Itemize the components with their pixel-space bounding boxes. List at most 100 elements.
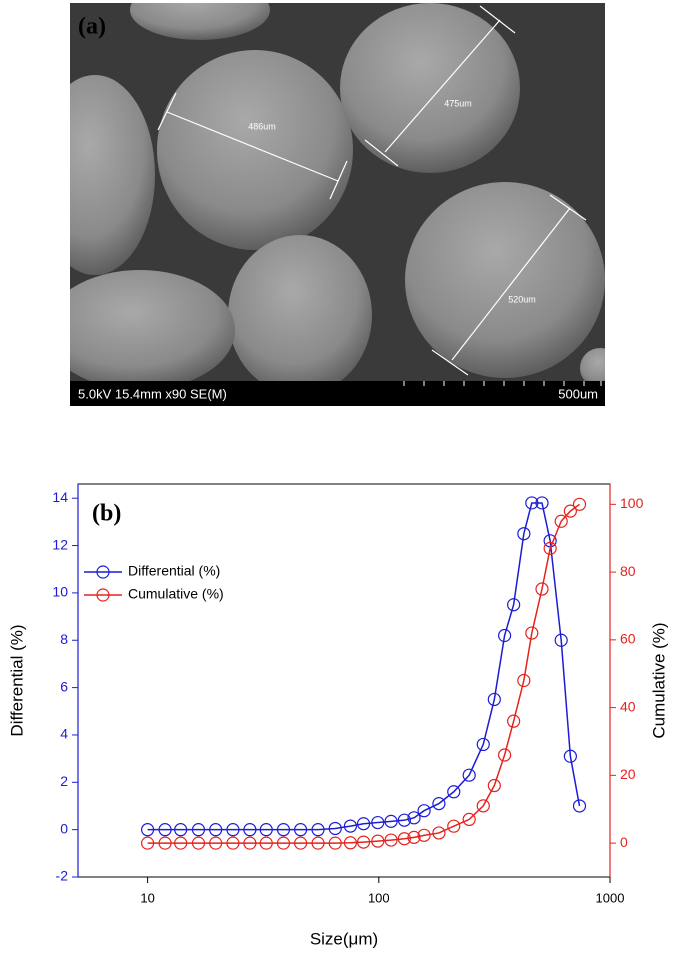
point bbox=[140, 823, 155, 837]
x-tick-label: 1000 bbox=[596, 890, 625, 905]
series-line bbox=[147, 502, 581, 831]
point bbox=[497, 628, 512, 643]
measurement-label: 486um bbox=[248, 121, 276, 131]
point bbox=[397, 832, 411, 846]
measurement-label: 475um bbox=[444, 98, 472, 108]
y2-tick-label: 40 bbox=[620, 698, 636, 714]
point bbox=[572, 497, 587, 511]
point bbox=[276, 836, 291, 850]
particle bbox=[157, 50, 353, 250]
point bbox=[407, 811, 421, 825]
point bbox=[462, 768, 476, 782]
point bbox=[226, 823, 240, 837]
point bbox=[294, 836, 308, 850]
point bbox=[371, 834, 385, 848]
point bbox=[535, 582, 549, 596]
point bbox=[294, 823, 308, 837]
point bbox=[371, 815, 385, 830]
y2-tick-label: 100 bbox=[620, 495, 644, 511]
point bbox=[417, 828, 431, 842]
y2-tick-label: 80 bbox=[620, 563, 636, 579]
point bbox=[543, 541, 557, 555]
y2-axis-label: Cumulative (%) bbox=[649, 622, 668, 738]
point bbox=[343, 819, 358, 833]
point bbox=[243, 836, 257, 850]
legend-marker bbox=[96, 565, 110, 579]
info-bar bbox=[70, 381, 605, 406]
particle bbox=[340, 3, 520, 173]
point bbox=[209, 836, 223, 850]
legend-label: Cumulative (%) bbox=[128, 586, 224, 602]
point bbox=[343, 836, 358, 850]
series bbox=[140, 496, 587, 837]
point bbox=[243, 823, 257, 837]
particle bbox=[130, 3, 270, 40]
y-tick-label: 4 bbox=[60, 726, 68, 742]
point bbox=[397, 813, 411, 827]
point bbox=[191, 836, 206, 850]
particle bbox=[405, 182, 605, 378]
point bbox=[259, 823, 273, 837]
x-axis-label: Size(μm) bbox=[310, 929, 378, 948]
point bbox=[174, 823, 188, 837]
point bbox=[507, 598, 521, 612]
series bbox=[140, 497, 587, 850]
point bbox=[535, 496, 549, 510]
point bbox=[432, 797, 446, 811]
y-axis-label: Differential (%) bbox=[7, 624, 26, 736]
particle bbox=[70, 270, 235, 381]
y2-tick-label: 0 bbox=[620, 834, 628, 850]
point bbox=[517, 673, 531, 688]
point bbox=[487, 778, 501, 793]
point bbox=[356, 835, 371, 849]
point bbox=[525, 626, 539, 640]
y-tick-label: 12 bbox=[52, 536, 68, 552]
y-tick-label: 2 bbox=[60, 773, 68, 789]
point bbox=[554, 514, 568, 528]
scale-bar bbox=[403, 381, 602, 386]
measure-lines bbox=[157, 5, 587, 376]
series-line bbox=[147, 503, 580, 844]
point bbox=[517, 527, 531, 541]
y-tick-label: 8 bbox=[60, 631, 68, 647]
point bbox=[563, 749, 577, 763]
point bbox=[407, 830, 421, 844]
particle bbox=[70, 75, 155, 275]
point bbox=[447, 819, 461, 833]
point bbox=[140, 836, 155, 850]
y-tick-label: -2 bbox=[56, 868, 69, 884]
point bbox=[328, 821, 342, 836]
scale-label: 500um bbox=[558, 386, 598, 401]
point bbox=[158, 823, 172, 837]
info-text: 5.0kV 15.4mm x90 SE(M) bbox=[78, 386, 227, 401]
point bbox=[174, 836, 188, 850]
point bbox=[158, 836, 172, 850]
sem-image: 486um 475um 520um 5.0kV 15.4mm x90 SE(M)… bbox=[70, 3, 605, 406]
point bbox=[462, 812, 476, 827]
point bbox=[384, 833, 398, 847]
point bbox=[563, 504, 577, 518]
point bbox=[572, 799, 587, 813]
measurement-label: 520um bbox=[508, 294, 536, 304]
particle bbox=[580, 348, 605, 381]
x-tick-label: 10 bbox=[140, 890, 154, 905]
point bbox=[226, 836, 240, 850]
particle bbox=[228, 235, 372, 381]
point bbox=[447, 785, 461, 799]
point bbox=[356, 817, 371, 831]
point bbox=[487, 692, 501, 707]
legend-marker bbox=[96, 588, 110, 602]
point bbox=[417, 804, 431, 818]
x-tick-label: 100 bbox=[368, 890, 390, 905]
y-tick-label: 0 bbox=[60, 820, 68, 836]
point bbox=[209, 823, 223, 837]
point bbox=[276, 823, 291, 837]
point bbox=[432, 826, 446, 840]
y-tick-label: 10 bbox=[52, 584, 68, 600]
panel-label: (b) bbox=[92, 501, 121, 527]
point bbox=[311, 823, 325, 837]
panel-label: (a) bbox=[78, 14, 106, 40]
y2-tick-label: 20 bbox=[620, 766, 636, 782]
